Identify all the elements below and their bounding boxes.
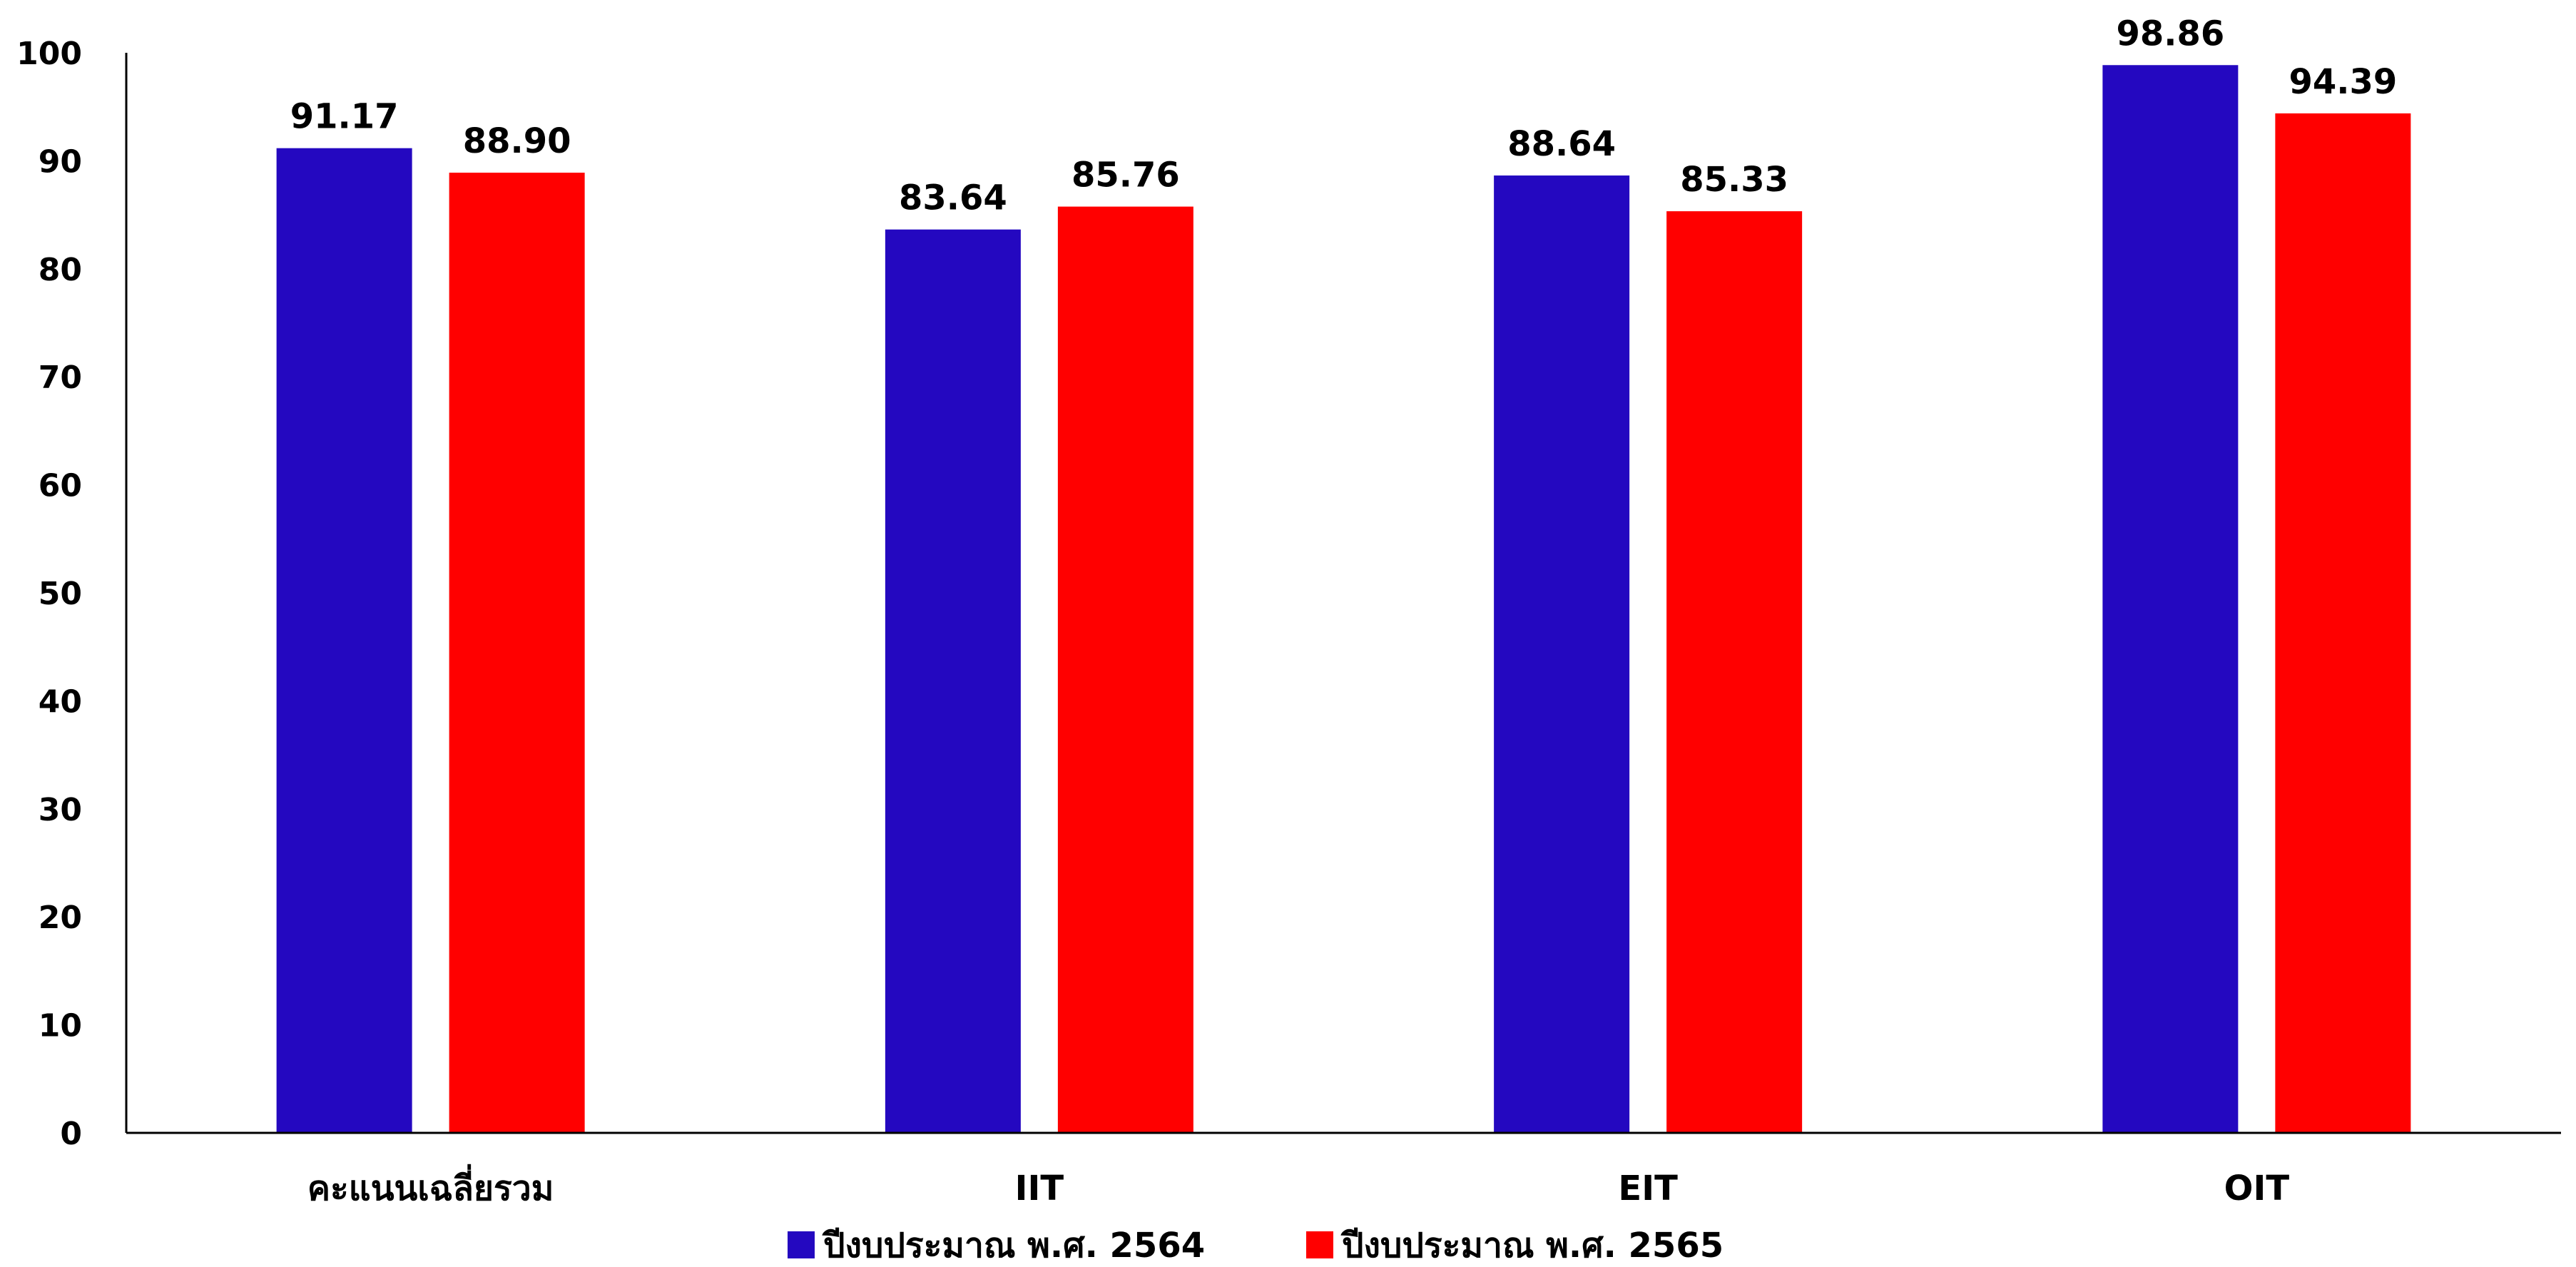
- legend-swatch: [788, 1231, 815, 1258]
- x-category-label: IIT: [1015, 1169, 1064, 1209]
- y-tick-label: 60: [39, 468, 82, 504]
- legend-label: ปีงบประมาณ พ.ศ. 2565: [1340, 1226, 1724, 1263]
- bars: [276, 65, 2411, 1134]
- bar-series-1-0: [276, 148, 412, 1134]
- y-tick-label: 90: [39, 143, 82, 180]
- y-tick-label: 20: [39, 900, 82, 936]
- data-labels: 91.17 88.90 83.64 85.76 88.64 85.33 98.86 94.39: [290, 14, 2398, 218]
- y-axis: 0 10 20 30 40 50 60 70 80 90 100: [16, 36, 128, 1152]
- bar-series-2-0: [449, 173, 585, 1134]
- bar-series-2-1: [1057, 206, 1193, 1133]
- bar-series-1-3: [2102, 65, 2239, 1133]
- data-label: 83.64: [899, 178, 1007, 218]
- y-tick-label: 80: [39, 252, 82, 288]
- data-label: 88.90: [463, 121, 571, 161]
- legend-label: ปีงบประมาณ พ.ศ. 2564: [822, 1226, 1205, 1263]
- legend-swatch: [1306, 1231, 1333, 1258]
- legend: ปีงบประมาณ พ.ศ. 2564 ปีงบประมาณ พ.ศ. 2565: [788, 1226, 1724, 1266]
- y-tick-label: 70: [39, 360, 82, 396]
- data-label: 98.86: [2116, 14, 2224, 54]
- bar-series-2-2: [1666, 211, 1803, 1134]
- x-axis: คะแนนเฉลี่ยรวม IIT EIT OIT: [126, 1131, 2561, 1209]
- data-label: 88.64: [1507, 124, 1616, 164]
- y-tick-label: 100: [16, 36, 82, 72]
- bar-series-1-1: [885, 229, 1021, 1133]
- data-label: 85.33: [1680, 160, 1788, 200]
- data-label: 91.17: [290, 97, 399, 137]
- y-tick-label: 30: [39, 792, 82, 828]
- y-tick-label: 10: [39, 1008, 82, 1044]
- x-category-label: คะแนนเฉลี่ยรวม: [307, 1164, 554, 1209]
- x-category-label: OIT: [2224, 1169, 2290, 1209]
- data-label: 85.76: [1071, 156, 1180, 195]
- y-tick-label: 40: [39, 683, 82, 720]
- y-tick-label: 50: [39, 576, 82, 612]
- bar-series-1-2: [1494, 175, 1630, 1134]
- bar-series-2-3: [2275, 113, 2411, 1133]
- y-tick-label: 0: [60, 1116, 82, 1152]
- x-category-label: EIT: [1618, 1169, 1678, 1209]
- data-label: 94.39: [2289, 62, 2397, 102]
